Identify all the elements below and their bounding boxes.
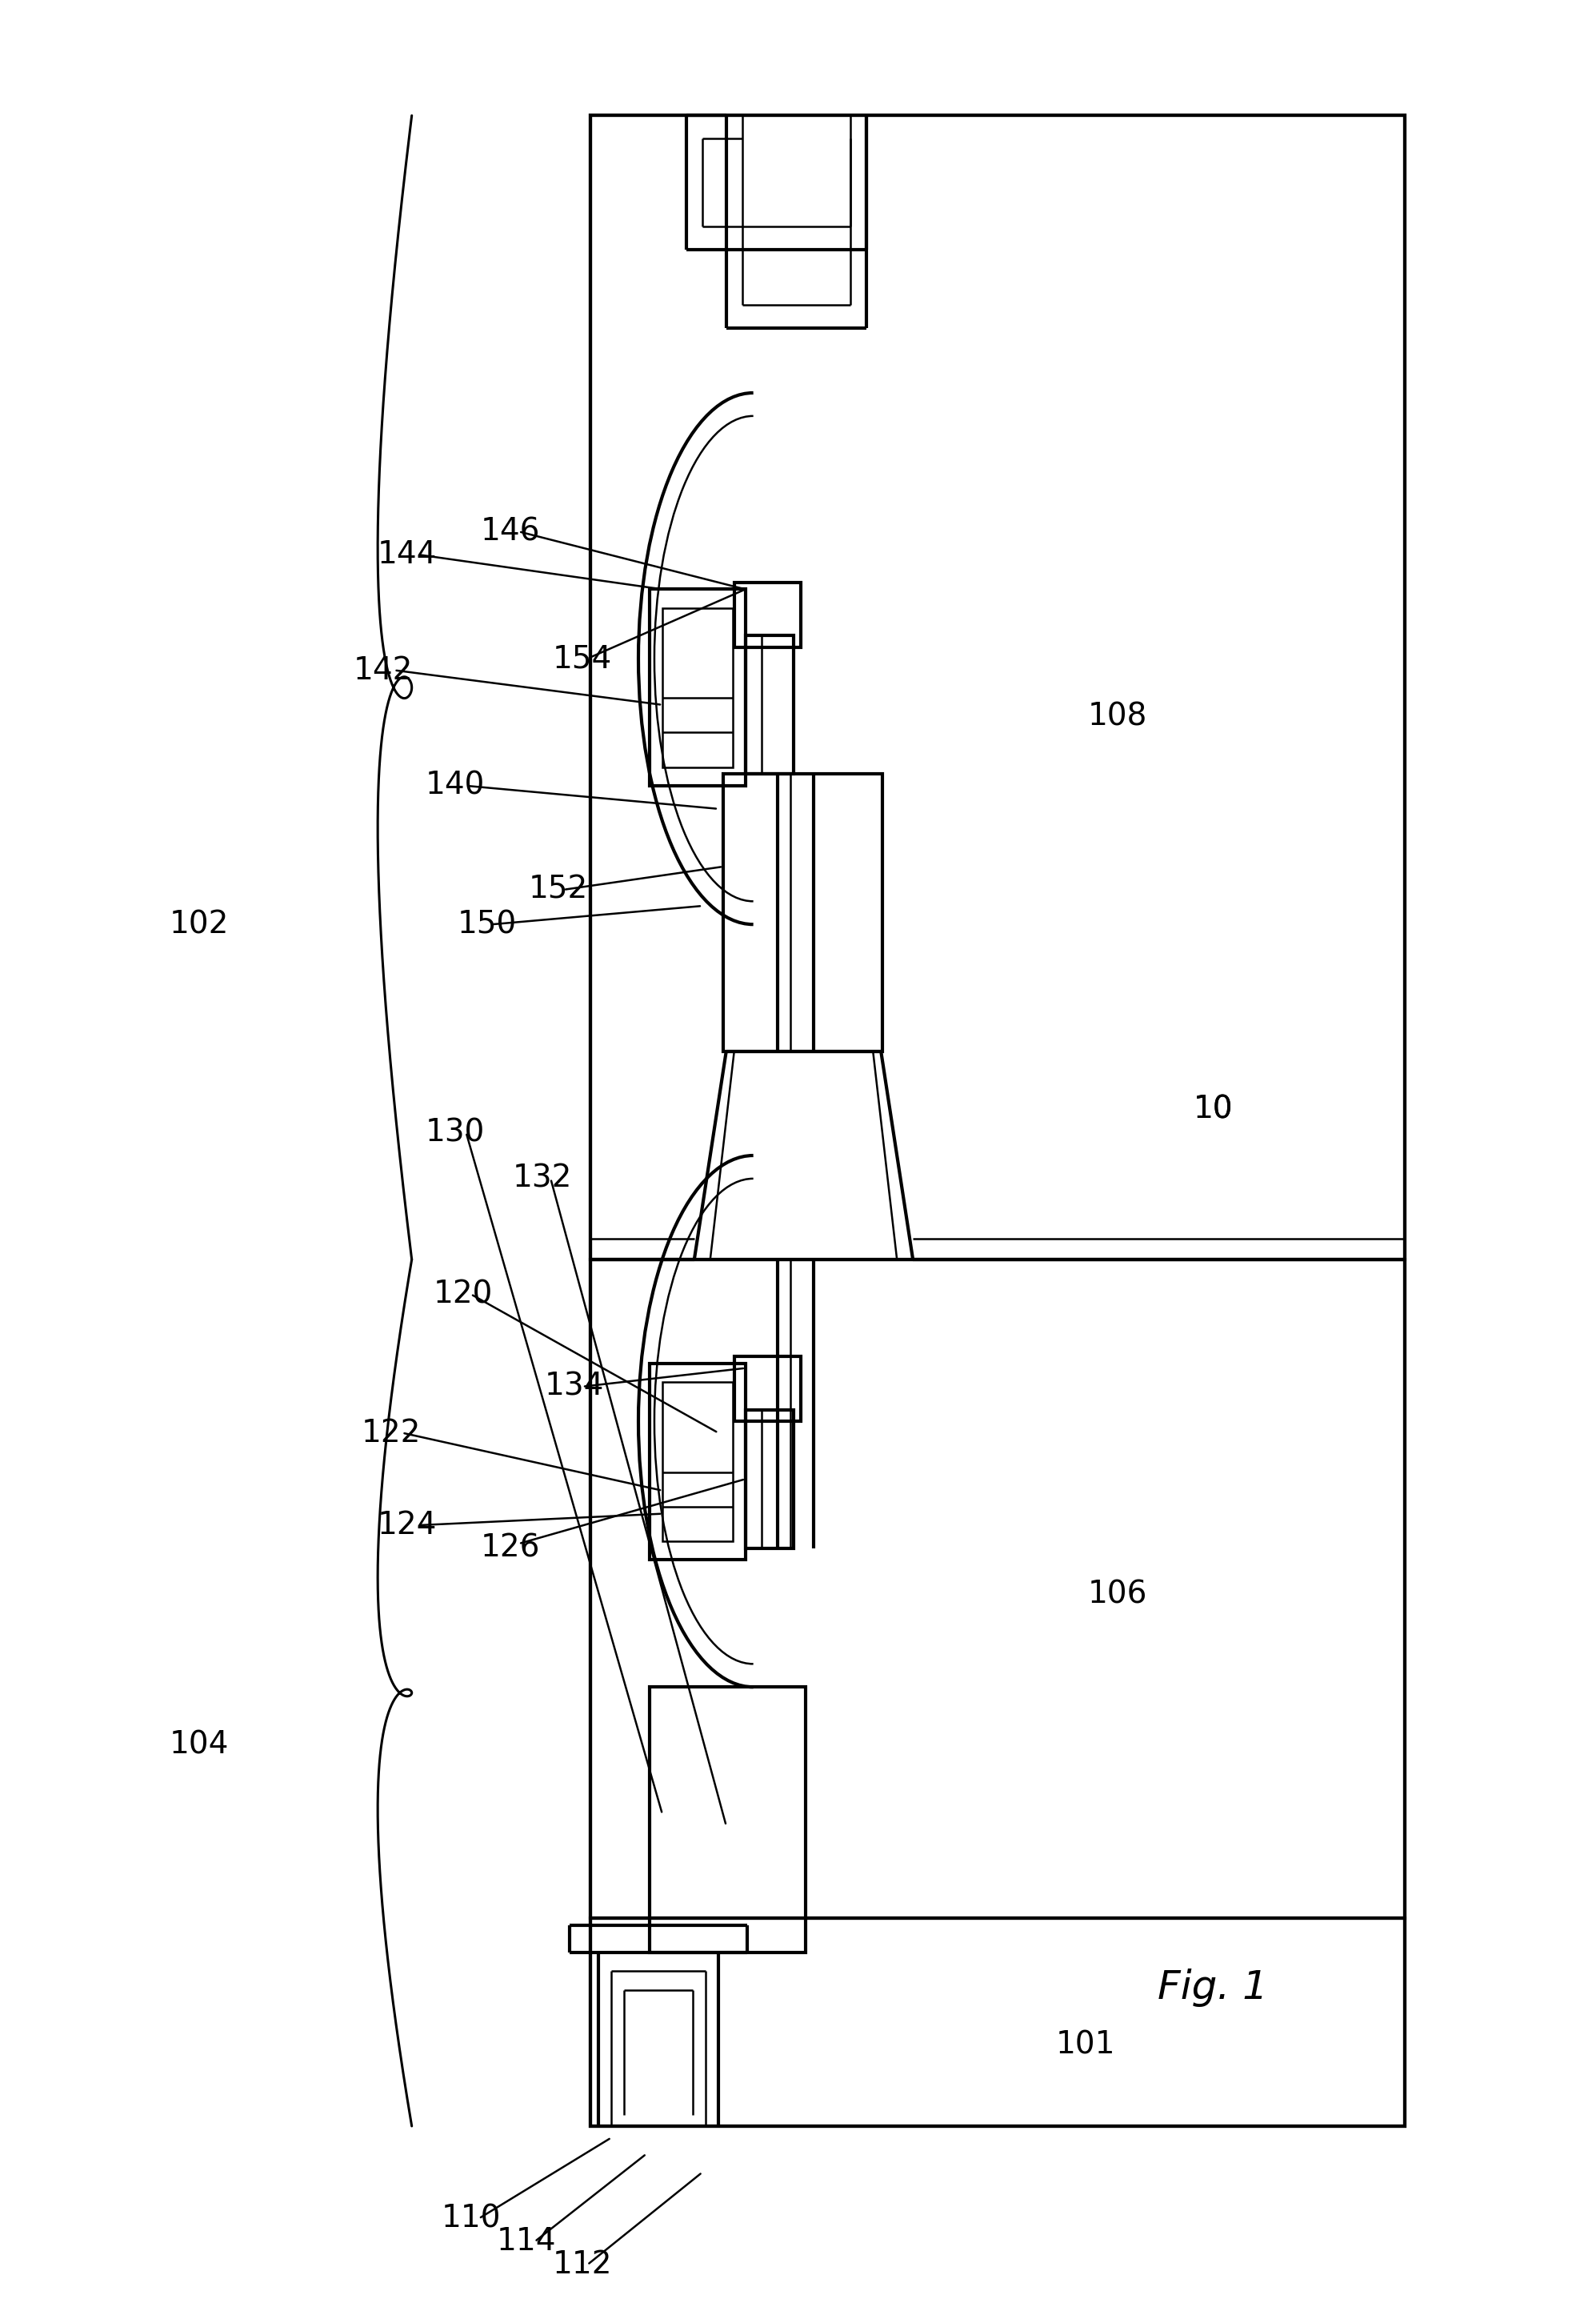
Bar [662, 608, 733, 767]
Text: 154: 154 [552, 642, 613, 675]
Text: 110: 110 [440, 2202, 501, 2235]
Text: 122: 122 [361, 1417, 421, 1449]
Text: 152: 152 [528, 874, 589, 906]
Text: 130: 130 [425, 1116, 485, 1149]
Text: 10: 10 [1194, 1093, 1232, 1125]
Bar [650, 1687, 806, 1953]
Text: 102: 102 [169, 908, 230, 941]
Bar [650, 589, 745, 786]
Text: 104: 104 [169, 1729, 230, 1761]
Text: 146: 146 [480, 515, 541, 548]
Text: 150: 150 [456, 908, 517, 941]
Text: 124: 124 [377, 1509, 437, 1541]
Text: 120: 120 [433, 1278, 493, 1310]
Bar [650, 1363, 745, 1560]
Text: 144: 144 [377, 538, 437, 571]
Text: 108: 108 [1087, 700, 1148, 733]
Text: 140: 140 [425, 770, 485, 802]
Text: 126: 126 [480, 1532, 541, 1565]
Text: 112: 112 [552, 2249, 613, 2281]
Text: 114: 114 [496, 2225, 557, 2258]
Bar [591, 1259, 1404, 1918]
Bar [734, 1357, 801, 1421]
Bar [723, 774, 883, 1052]
Bar [734, 582, 801, 647]
Text: 106: 106 [1087, 1578, 1148, 1611]
Text: 10: 10 [1194, 1093, 1232, 1125]
Bar [745, 1410, 793, 1548]
Text: Fig. 1: Fig. 1 [1157, 1969, 1269, 2006]
Bar [662, 1382, 733, 1541]
Bar [591, 116, 1404, 1259]
Text: 132: 132 [512, 1162, 573, 1195]
Bar [591, 116, 1404, 2126]
Text: 134: 134 [544, 1370, 605, 1403]
Bar [745, 636, 793, 774]
Text: 101: 101 [1055, 2029, 1116, 2061]
Text: 142: 142 [353, 654, 413, 686]
Bar [591, 1918, 1404, 2126]
